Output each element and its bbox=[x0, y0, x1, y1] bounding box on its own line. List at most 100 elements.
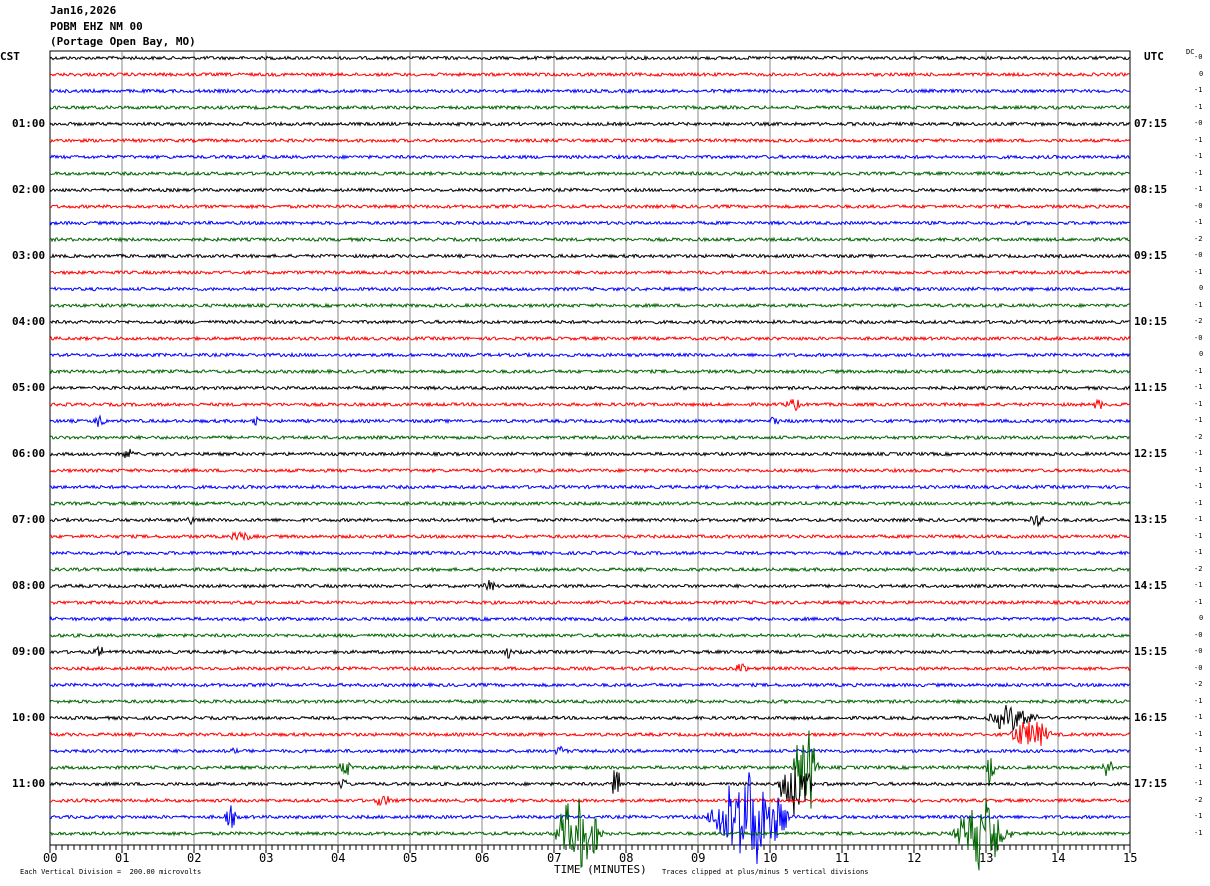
left-time-label: 07:00 bbox=[12, 513, 46, 526]
seismic-trace bbox=[49, 302, 1131, 309]
dc-offset-label: -1 bbox=[1194, 515, 1203, 523]
dc-offset-label: -1 bbox=[1194, 729, 1203, 738]
dc-offset-label: -1 bbox=[1194, 465, 1203, 474]
x-tick-label: 12 bbox=[907, 851, 922, 865]
left-time-label: 04:00 bbox=[12, 315, 46, 328]
dc-offset-label: 0 bbox=[1199, 69, 1204, 78]
seismic-trace bbox=[49, 599, 1131, 606]
seismic-trace bbox=[49, 500, 1131, 507]
x-tick-label: 13 bbox=[979, 851, 994, 865]
location-label: (Portage Open Bay, MO) bbox=[50, 35, 196, 48]
seismic-trace bbox=[49, 414, 1131, 427]
dc-offset-label: -1 bbox=[1194, 696, 1203, 705]
seismic-trace bbox=[49, 721, 1131, 746]
dc-offset-label: 0 bbox=[1199, 350, 1204, 358]
dc-offset-label: -1 bbox=[1194, 366, 1203, 375]
seismic-trace bbox=[49, 318, 1131, 325]
dc-offset-label: 0 bbox=[1199, 614, 1204, 622]
seismic-trace bbox=[49, 186, 1130, 194]
seismic-trace bbox=[49, 772, 1131, 865]
seismic-trace bbox=[49, 615, 1131, 623]
dc-offset-label: -1 bbox=[1194, 762, 1203, 771]
left-time-label: 10:00 bbox=[12, 711, 46, 724]
dc-offset-label: -1 bbox=[1194, 597, 1203, 606]
dc-offset-label: -1 bbox=[1194, 267, 1203, 276]
dc-offset-label: -1 bbox=[1194, 746, 1203, 754]
dc-offset-label: -0 bbox=[1194, 201, 1203, 210]
seismic-trace bbox=[49, 434, 1131, 441]
x-tick-label: 11 bbox=[835, 851, 850, 865]
dc-offset-label: -0 bbox=[1194, 647, 1203, 655]
dc-offset-label: -0 bbox=[1194, 251, 1203, 259]
seismic-trace bbox=[49, 71, 1131, 78]
dc-offset-label: -1 bbox=[1194, 102, 1203, 111]
seismic-trace bbox=[49, 766, 1131, 817]
seismic-trace bbox=[49, 384, 1131, 392]
x-tick-label: 05 bbox=[403, 851, 418, 865]
dc-offset-label: -1 bbox=[1194, 86, 1203, 94]
seismic-trace bbox=[49, 531, 1131, 542]
right-time-label: 08:15 bbox=[1134, 183, 1168, 196]
dc-offset-label: -1 bbox=[1194, 135, 1203, 144]
x-axis-label: TIME (MINUTES) bbox=[554, 863, 647, 876]
dc-offset-label: -1 bbox=[1194, 779, 1203, 787]
dc-offset-label: -2 bbox=[1194, 795, 1203, 804]
seismic-trace bbox=[49, 120, 1131, 128]
seismic-trace bbox=[49, 335, 1131, 342]
dc-offset-label: -1 bbox=[1194, 828, 1203, 837]
seismic-trace bbox=[49, 351, 1131, 359]
dc-offset-label: -2 bbox=[1194, 317, 1203, 325]
x-tick-label: 03 bbox=[259, 851, 274, 865]
dc-offset-label: -2 bbox=[1194, 564, 1203, 573]
dc-offset-label: -1 bbox=[1194, 218, 1203, 226]
left-time-label: 02:00 bbox=[12, 183, 46, 196]
dc-offset-label: -1 bbox=[1194, 482, 1203, 490]
seismic-trace bbox=[49, 448, 1131, 459]
x-tick-label: 06 bbox=[475, 851, 490, 865]
dc-offset-label: -1 bbox=[1194, 498, 1203, 507]
seismic-trace bbox=[49, 203, 1131, 210]
right-time-label: 09:15 bbox=[1134, 249, 1168, 262]
seismic-trace bbox=[49, 745, 1131, 756]
dc-offset-label: -1 bbox=[1194, 399, 1203, 408]
seismic-trace bbox=[49, 549, 1131, 557]
seismic-trace bbox=[49, 580, 1131, 592]
seismic-trace bbox=[49, 645, 1131, 659]
seismic-trace bbox=[49, 795, 1130, 807]
dc-offset-label: -1 bbox=[1194, 416, 1203, 424]
right-timezone-label: UTC bbox=[1144, 50, 1164, 63]
right-time-label: 07:15 bbox=[1134, 117, 1168, 130]
right-time-label: 14:15 bbox=[1134, 579, 1168, 592]
seismic-trace bbox=[49, 153, 1131, 161]
x-tick-label: 09 bbox=[691, 851, 706, 865]
dc-offset-label: -1 bbox=[1194, 152, 1203, 160]
x-tick-label: 02 bbox=[187, 851, 202, 865]
dc-offset-label: -2 bbox=[1194, 234, 1203, 243]
x-tick-label: 00 bbox=[43, 851, 58, 865]
right-time-label: 13:15 bbox=[1134, 513, 1168, 526]
dc-offset-label: -1 bbox=[1194, 713, 1203, 721]
dc-offset-label: -0 bbox=[1194, 53, 1203, 61]
seismic-trace bbox=[49, 698, 1131, 705]
seismic-trace bbox=[49, 170, 1131, 177]
x-tick-label: 04 bbox=[331, 851, 346, 865]
seismic-trace bbox=[49, 54, 1131, 62]
seismic-trace bbox=[49, 398, 1131, 412]
dc-offset-label: -1 bbox=[1194, 449, 1203, 457]
seismic-trace bbox=[49, 467, 1131, 474]
dc-offset-label: -1 bbox=[1194, 383, 1203, 391]
right-time-label: 15:15 bbox=[1134, 645, 1168, 658]
seismic-trace bbox=[49, 515, 1131, 527]
seismic-trace bbox=[49, 797, 1131, 871]
seismic-trace bbox=[49, 632, 1131, 639]
dc-label: DC bbox=[1186, 48, 1195, 56]
right-time-label: 12:15 bbox=[1134, 447, 1168, 460]
x-tick-label: 10 bbox=[763, 851, 778, 865]
seismic-trace bbox=[49, 236, 1131, 243]
scale-note: Each Vertical Division = 200.00 microvol… bbox=[20, 868, 202, 876]
station-label: POBM EHZ NM 00 bbox=[50, 20, 143, 33]
left-timezone-label: CST bbox=[0, 50, 20, 63]
dc-offset-label: -0 bbox=[1194, 119, 1203, 127]
